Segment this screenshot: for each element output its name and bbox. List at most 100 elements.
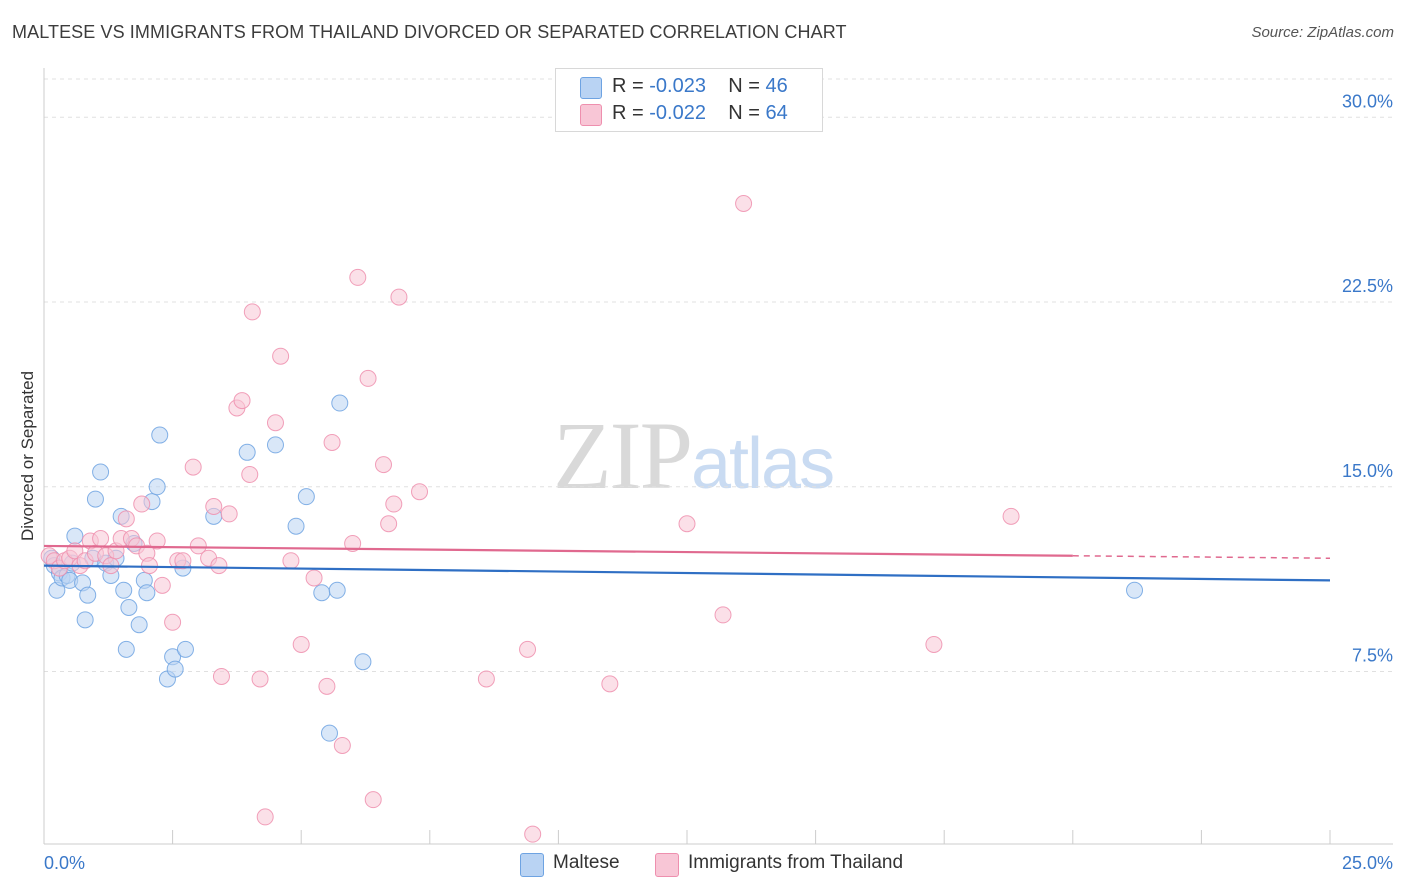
grid-lines (44, 78, 1393, 673)
thailand-point (1002, 507, 1020, 525)
maltese-point (320, 724, 338, 742)
watermark: ZIPatlas (553, 400, 835, 511)
thailand-point (601, 675, 619, 693)
thailand-point (305, 569, 323, 587)
thailand-point (205, 498, 223, 516)
series-label-thailand: Immigrants from Thailand (688, 852, 904, 873)
chart-title: MALTESE VS IMMIGRANTS FROM THAILAND DIVO… (12, 22, 847, 42)
thailand-point (477, 670, 495, 688)
thailand-point (117, 510, 135, 528)
thailand-trend-line (43, 544, 1073, 557)
y-tick-labels: 7.5% 15.0% 22.5% 30.0% (1342, 91, 1393, 665)
legend-n-label: N = (728, 102, 766, 124)
thailand-point (241, 465, 259, 483)
thailand-point (251, 670, 269, 688)
legend-r-label: R = (612, 75, 650, 97)
maltese-point (66, 527, 84, 545)
maltese-point (120, 599, 138, 617)
trend-lines (43, 544, 1331, 582)
maltese-point (115, 581, 133, 599)
legend-r-label: R = (612, 102, 650, 124)
legend-swatch-maltese (580, 77, 602, 99)
thailand-point (678, 515, 696, 533)
thailand-point (133, 495, 151, 513)
maltese-point (238, 443, 256, 461)
source-label: Source: ZipAtlas.com (1251, 24, 1394, 41)
y-tick-label: 15.0% (1342, 461, 1393, 481)
y-axis-title: Divorced or Separated (18, 371, 37, 541)
legend-swatch-thailand (580, 104, 602, 126)
y-tick-label: 7.5% (1352, 646, 1393, 666)
maltese-trend-line (43, 564, 1331, 582)
thailand-point (344, 534, 362, 552)
thailand-point (318, 677, 336, 695)
x-tick-label-max: 25.0% (1342, 853, 1393, 873)
thailand-point (364, 791, 382, 809)
thailand-trend-extension (1072, 555, 1331, 559)
series-legend: Maltese Immigrants from Thailand (0, 852, 1406, 878)
thailand-point (333, 736, 351, 754)
maltese-point (354, 653, 372, 671)
thailand-point (714, 606, 732, 624)
data-points (40, 194, 1144, 843)
thailand-point (925, 635, 943, 653)
thailand-point (164, 613, 182, 631)
thailand-point (184, 458, 202, 476)
thailand-point (212, 667, 230, 685)
thailand-point (292, 635, 310, 653)
maltese-point (1126, 581, 1144, 599)
thailand-point (266, 414, 284, 432)
thailand-point (148, 532, 166, 550)
maltese-point (151, 426, 169, 444)
watermark-atlas: atlas (691, 424, 835, 504)
maltese-point (86, 490, 104, 508)
maltese-point (117, 640, 135, 658)
watermark-zip: ZIP (553, 402, 693, 509)
thailand-point (519, 640, 537, 658)
legend-n-label: N = (728, 75, 766, 97)
maltese-point (148, 478, 166, 496)
thailand-point (282, 552, 300, 570)
axes (43, 68, 1393, 845)
maltese-point (76, 611, 94, 629)
thailand-point (272, 347, 290, 365)
legend-r-value: -0.023 (649, 75, 706, 97)
thailand-point (359, 369, 377, 387)
thailand-point (210, 557, 228, 575)
series-swatch-thailand (655, 853, 679, 877)
thailand-point (140, 557, 158, 575)
maltese-point (266, 436, 284, 454)
thailand-point (385, 495, 403, 513)
thailand-point (735, 194, 753, 212)
legend-r-value: -0.022 (649, 102, 706, 124)
thailand-point (349, 268, 367, 286)
thailand-point (153, 576, 171, 594)
thailand-point (323, 433, 341, 451)
maltese-point (328, 581, 346, 599)
maltese-point (130, 616, 148, 634)
maltese-point (176, 640, 194, 658)
thailand-point (411, 483, 429, 501)
thailand-point (92, 530, 110, 548)
maltese-point (287, 517, 305, 535)
thailand-point (243, 303, 261, 321)
x-ticks (43, 830, 1331, 844)
maltese-point (79, 586, 97, 604)
x-tick-label-min: 0.0% (44, 853, 85, 873)
thailand-point (189, 537, 207, 555)
series-swatch-maltese (520, 853, 544, 877)
maltese-point (138, 584, 156, 602)
thailand-point (220, 505, 238, 523)
series-label-maltese: Maltese (553, 852, 620, 873)
thailand-point (390, 288, 408, 306)
maltese-point (331, 394, 349, 412)
thailand-point (256, 808, 274, 826)
y-tick-label: 30.0% (1342, 91, 1393, 111)
maltese-point (92, 463, 110, 481)
maltese-point (166, 660, 184, 678)
maltese-point (297, 488, 315, 506)
y-tick-label: 22.5% (1342, 276, 1393, 296)
legend-n-value: 64 (765, 102, 788, 124)
thailand-point (524, 825, 542, 843)
